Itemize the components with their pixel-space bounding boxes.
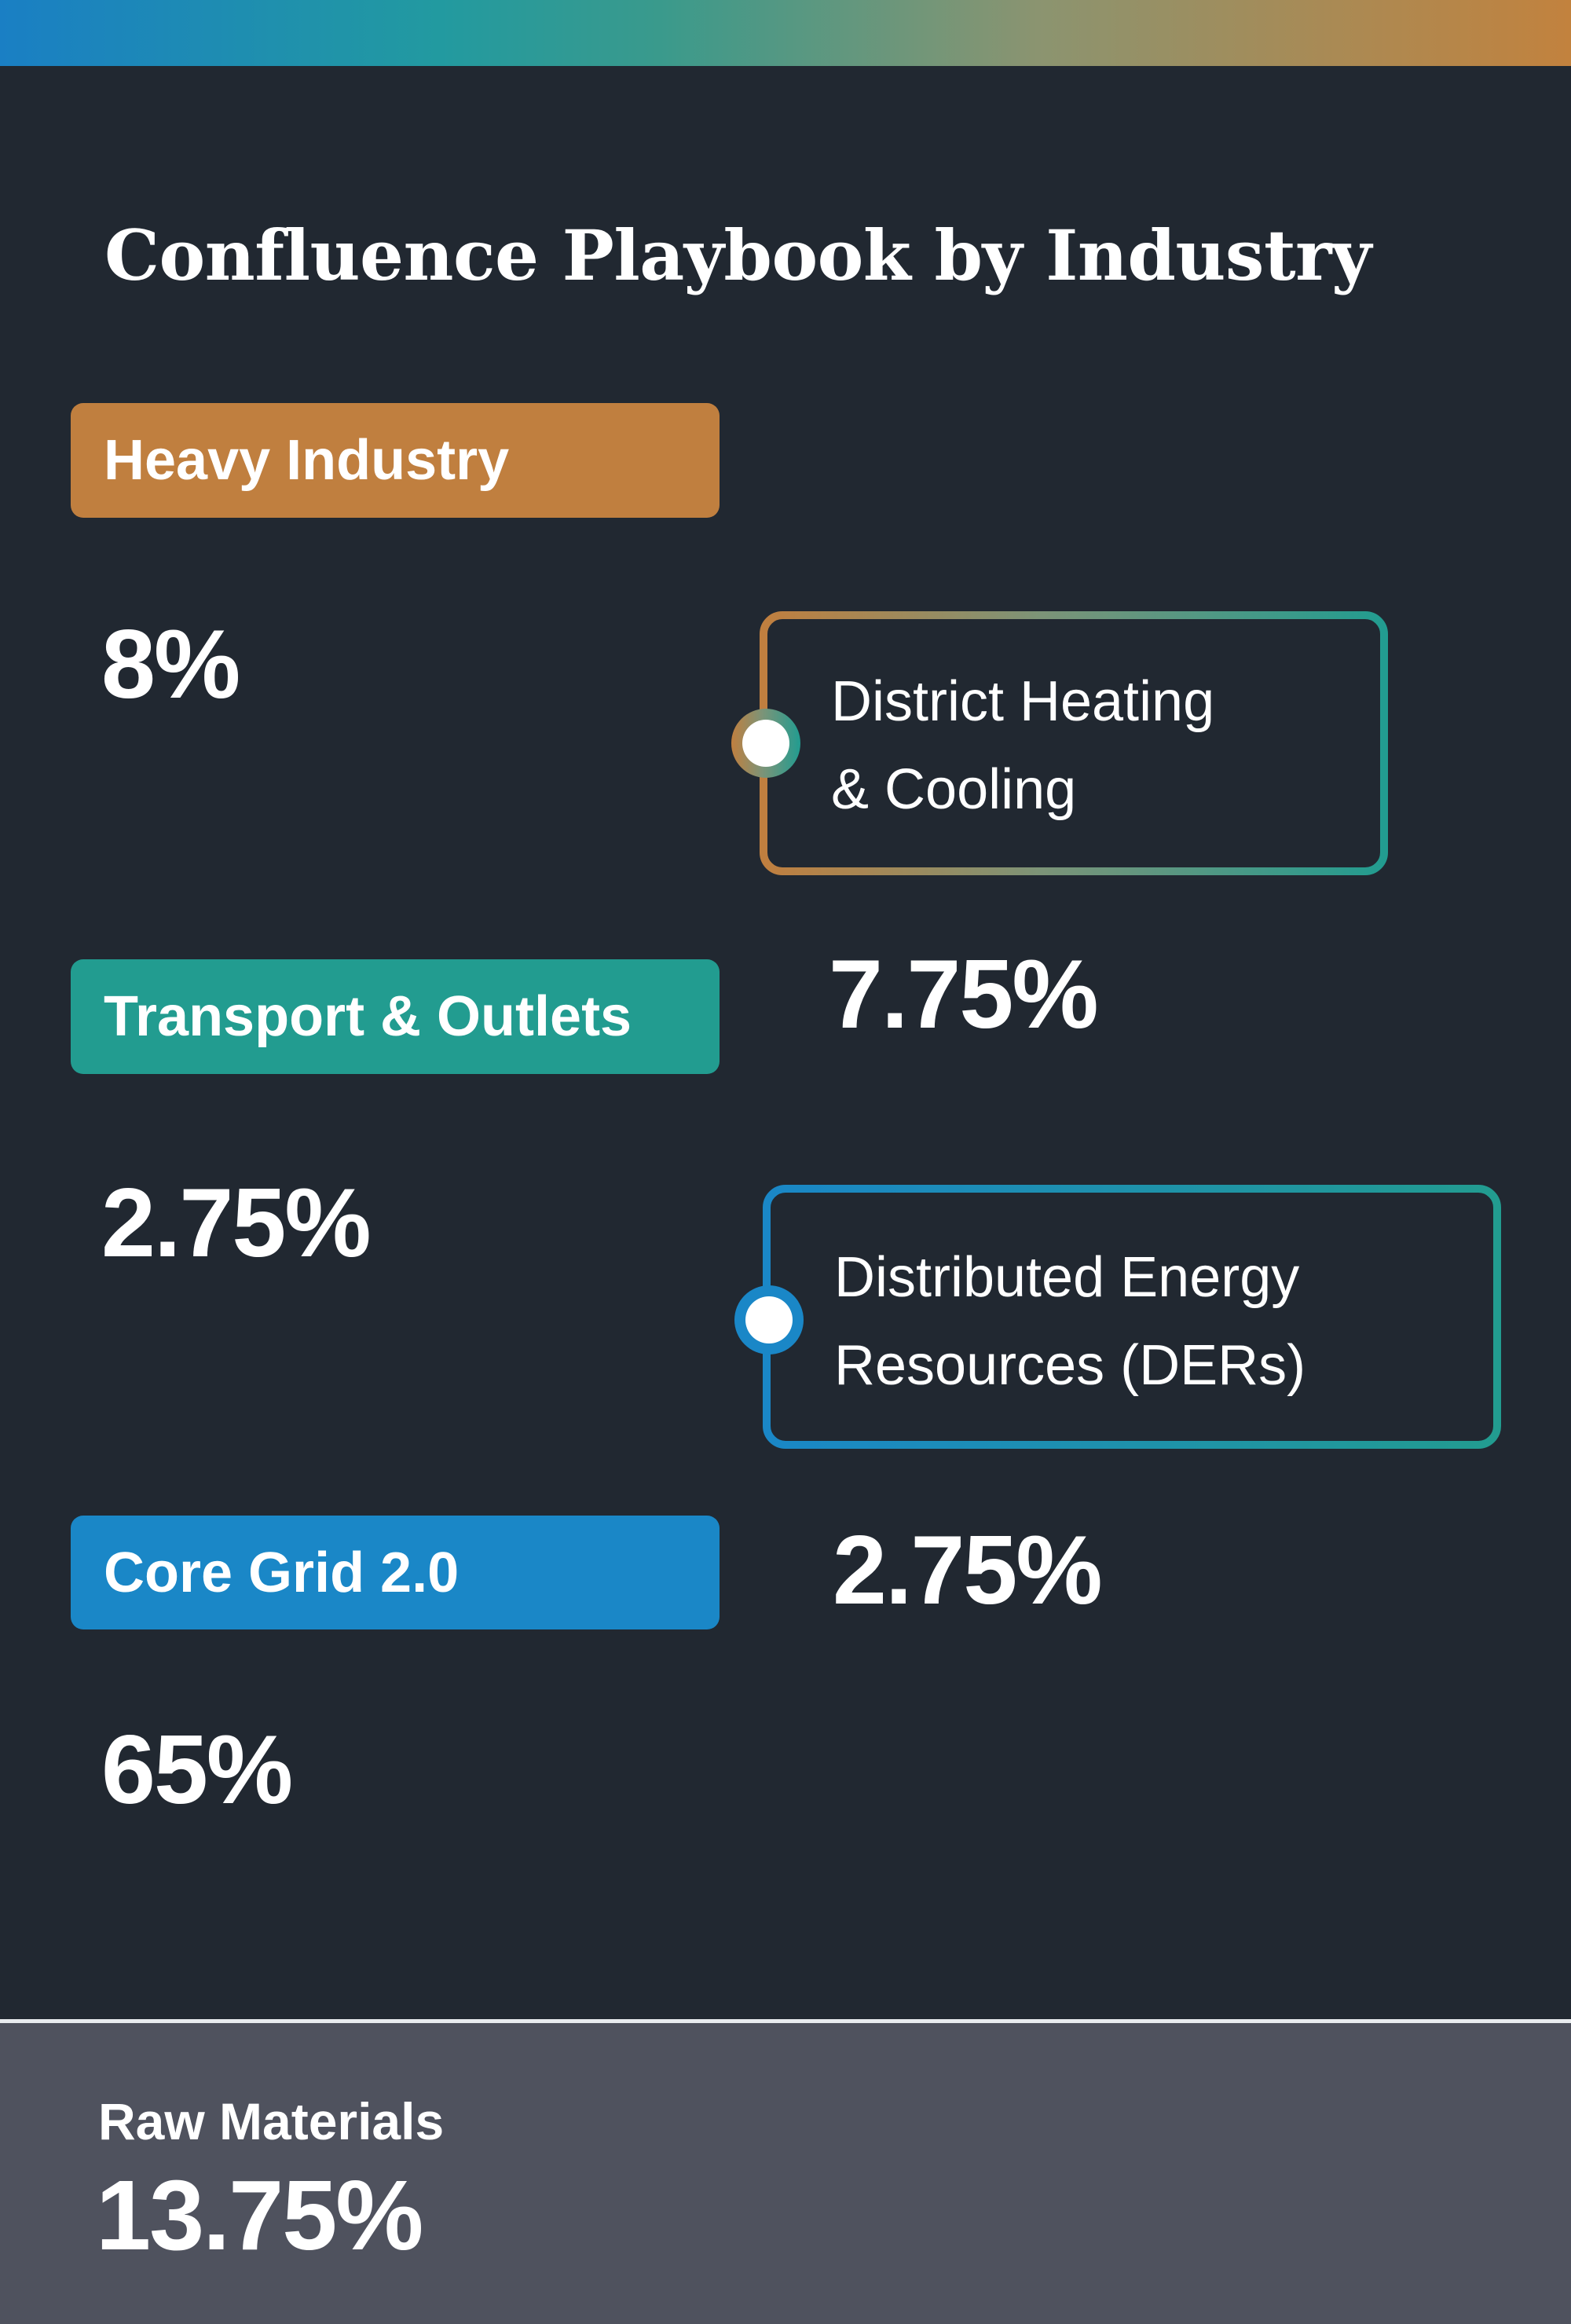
- der-card: [734, 1185, 1501, 1449]
- raw-materials-value: 13.75%: [96, 2160, 423, 2271]
- der-line2: Resources (DERs): [834, 1334, 1306, 1397]
- page-title: Confluence Playbook by Industry: [104, 214, 1371, 296]
- core-grid-label: Core Grid 2.0: [71, 1516, 720, 1629]
- core-grid-value: 65%: [101, 1716, 293, 1824]
- top-gradient-bar: [0, 0, 1571, 66]
- der-line1: Distributed Energy: [834, 1246, 1300, 1309]
- der-value: 2.75%: [833, 1516, 1103, 1625]
- district-heating-card: [731, 611, 1388, 875]
- der-text: Distributed Energy Resources (DERs): [834, 1233, 1306, 1409]
- transport-outlets-label: Transport & Outlets: [71, 959, 720, 1074]
- district-heating-text: District Heating & Cooling: [831, 658, 1214, 834]
- transport-outlets-value: 2.75%: [101, 1169, 372, 1277]
- district-heating-value: 7.75%: [829, 940, 1099, 1049]
- heavy-industry-label: Heavy Industry: [71, 403, 720, 518]
- footer-panel: [0, 2023, 1571, 2324]
- footer-divider: [0, 2019, 1571, 2023]
- district-heating-line1: District Heating: [831, 670, 1215, 733]
- district-heating-line2: & Cooling: [831, 758, 1077, 821]
- heavy-industry-value: 8%: [101, 610, 240, 719]
- raw-materials-label: Raw Materials: [98, 2092, 445, 2150]
